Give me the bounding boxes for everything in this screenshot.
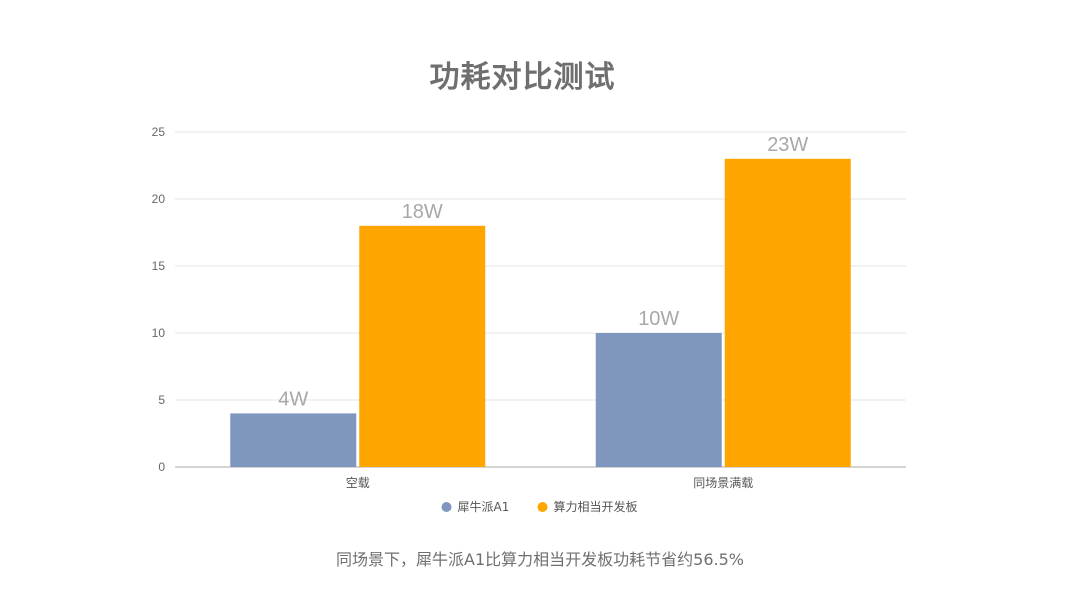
x-tick-label: 同场景满载 xyxy=(693,476,753,490)
legend-label: 算力相当开发板 xyxy=(554,499,638,514)
y-tick-label: 5 xyxy=(158,393,165,407)
y-tick-label: 10 xyxy=(152,326,166,340)
y-tick-label: 25 xyxy=(152,125,166,139)
chart-title: 功耗对比测试 xyxy=(429,60,616,95)
y-tick-label: 20 xyxy=(152,192,166,206)
x-tick-label: 空载 xyxy=(346,476,370,490)
bar[interactable] xyxy=(359,225,486,467)
bar[interactable] xyxy=(724,158,851,468)
legend-marker xyxy=(537,502,548,512)
y-tick-label: 15 xyxy=(152,259,166,273)
data-label: 18W xyxy=(402,201,443,223)
y-tick-label: 0 xyxy=(158,460,165,474)
data-label: 4W xyxy=(278,388,308,410)
bar[interactable] xyxy=(230,413,357,467)
data-label: 23W xyxy=(767,134,808,156)
chart-caption: 同场景下，犀牛派A1比算力相当开发板功耗节省约56.5% xyxy=(336,550,744,569)
data-label: 10W xyxy=(638,308,679,330)
legend-label: 犀牛派A1 xyxy=(458,499,510,514)
bar[interactable] xyxy=(595,333,722,467)
legend-marker xyxy=(441,502,452,512)
